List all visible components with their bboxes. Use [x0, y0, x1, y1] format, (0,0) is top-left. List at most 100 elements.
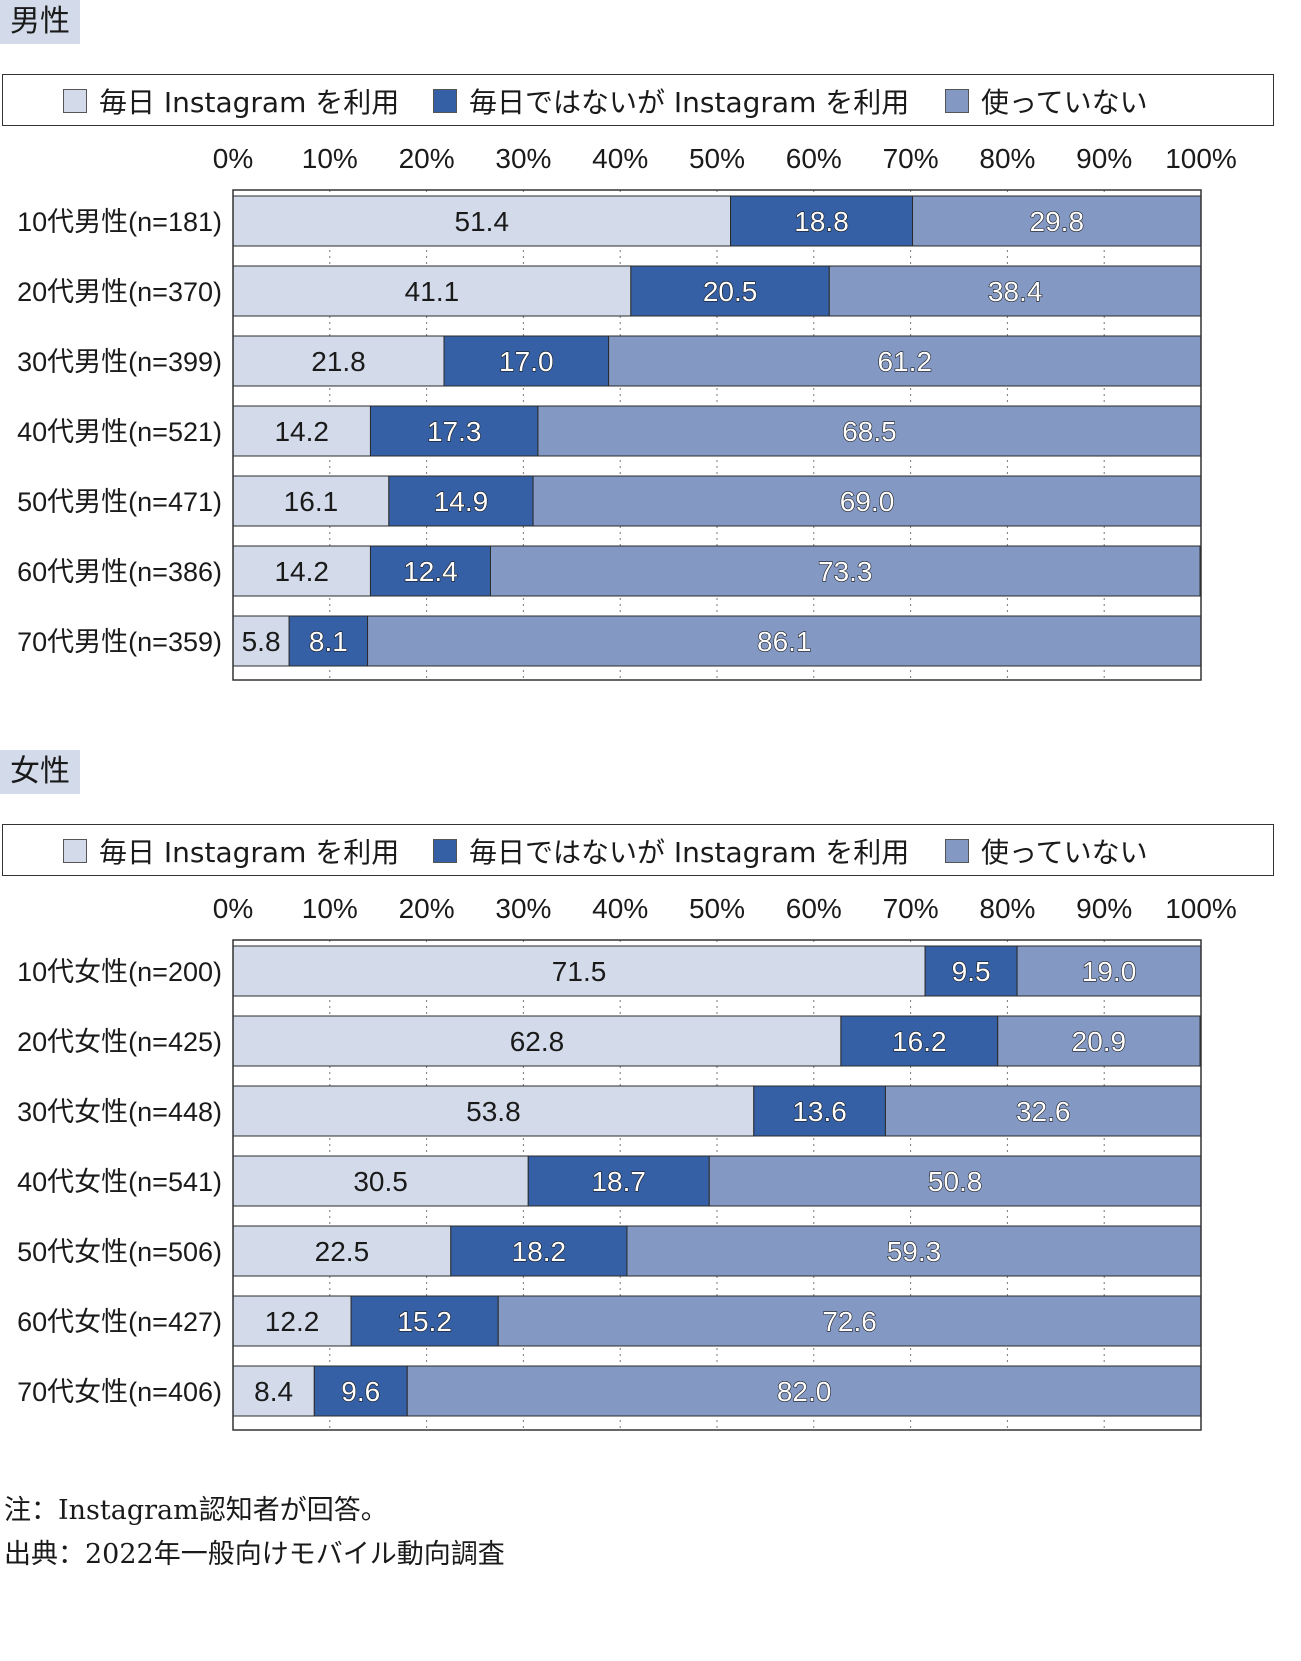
bar-label-not-daily: 16.2: [892, 1026, 947, 1057]
category-label: 20代男性(n=370): [17, 277, 222, 307]
bar-segment-not-daily: [753, 1085, 886, 1137]
legend-label-not-daily: 毎日ではないが Instagram を利用: [469, 86, 910, 119]
bar-segment-daily: [232, 1155, 529, 1207]
bar-label-daily: 53.8: [466, 1096, 521, 1127]
category-label: 60代男性(n=386): [17, 557, 222, 587]
x-tick-label: 50%: [689, 893, 745, 924]
category-label: 10代女性(n=200): [17, 957, 222, 987]
plot-frame: [232, 189, 1202, 681]
bar-label-not-daily: 18.8: [794, 206, 849, 237]
bar-label-daily: 71.5: [552, 956, 607, 987]
bar-label-not-using: 82.0: [777, 1376, 832, 1407]
legend-item-not-using: 使っていない: [945, 75, 1148, 127]
legend-swatch-not-daily: [433, 89, 457, 113]
bar-segment-not-daily: [288, 615, 369, 667]
bar-segment-not-daily: [369, 405, 539, 457]
x-tick-label: 0%: [213, 893, 253, 924]
bar-label-not-using: 72.6: [822, 1306, 877, 1337]
bar-label-not-using: 32.6: [1016, 1096, 1071, 1127]
bar-label-not-using: 86.1: [757, 626, 812, 657]
bar-segment-not-using: [406, 1365, 1202, 1417]
bar-label-not-daily: 18.2: [512, 1236, 567, 1267]
bar-label-daily: 12.2: [265, 1306, 320, 1337]
bar-label-daily: 51.4: [455, 206, 510, 237]
category-label: 60代女性(n=427): [17, 1307, 222, 1337]
bar-label-not-using: 38.4: [988, 276, 1043, 307]
category-label: 70代女性(n=406): [17, 1377, 222, 1407]
x-tick-label: 30%: [495, 143, 551, 174]
bar-segment-not-using: [828, 265, 1202, 317]
bar-label-daily: 30.5: [353, 1166, 408, 1197]
x-tick-label: 20%: [399, 143, 455, 174]
bar-segment-daily: [232, 265, 632, 317]
x-tick-label: 30%: [495, 893, 551, 924]
legend-label-daily: 毎日 Instagram を利用: [99, 836, 400, 869]
x-tick-label: 40%: [592, 893, 648, 924]
bar-label-not-using: 20.9: [1072, 1026, 1127, 1057]
bar-segment-not-daily: [388, 475, 534, 527]
x-tick-label: 70%: [883, 893, 939, 924]
x-tick-label: 10%: [302, 143, 358, 174]
bar-label-daily: 5.8: [242, 626, 281, 657]
x-tick-label: 90%: [1076, 143, 1132, 174]
section-title-male: 男性: [0, 0, 80, 44]
bar-label-not-daily: 8.1: [309, 626, 348, 657]
x-tick-label: 50%: [689, 143, 745, 174]
x-tick-label: 100%: [1165, 143, 1237, 174]
legend-female: 毎日 Instagram を利用 毎日ではないが Instagram を利用 使…: [2, 824, 1274, 876]
legend-item-not-daily: 毎日ではないが Instagram を利用: [433, 75, 909, 127]
bar-label-not-daily: 13.6: [792, 1096, 847, 1127]
category-label: 30代女性(n=448): [17, 1097, 222, 1127]
bar-label-not-daily: 20.5: [703, 276, 758, 307]
bar-label-daily: 41.1: [405, 276, 460, 307]
bar-label-not-using: 59.3: [887, 1236, 942, 1267]
x-tick-label: 20%: [399, 893, 455, 924]
bar-segment-not-daily: [730, 195, 914, 247]
bar-segment-daily: [232, 1085, 755, 1137]
source-text: 出典：2022年一般向けモバイル動向調査: [4, 1539, 505, 1570]
bar-segment-not-daily: [443, 335, 610, 387]
category-label: 20代女性(n=425): [17, 1027, 222, 1057]
bar-label-not-daily: 17.3: [427, 416, 482, 447]
x-tick-label: 80%: [979, 893, 1035, 924]
bar-label-daily: 8.4: [254, 1376, 293, 1407]
bar-segment-not-daily: [350, 1295, 499, 1347]
bar-segment-not-using: [537, 405, 1202, 457]
x-tick-label: 70%: [883, 143, 939, 174]
x-tick-label: 60%: [786, 893, 842, 924]
bar-segment-not-using: [367, 615, 1202, 667]
legend-item-not-using: 使っていない: [945, 825, 1148, 877]
category-label: 40代男性(n=521): [17, 417, 222, 447]
bar-segment-not-using: [708, 1155, 1202, 1207]
section-title-female: 女性: [0, 750, 80, 794]
bar-label-not-daily: 12.4: [403, 556, 458, 587]
bar-segment-daily: [232, 945, 926, 997]
category-label: 70代男性(n=359): [17, 627, 222, 657]
bar-segment-not-using: [626, 1225, 1202, 1277]
legend-label-not-using: 使っていない: [981, 836, 1148, 869]
bar-label-not-daily: 18.7: [591, 1166, 646, 1197]
legend-label-daily: 毎日 Instagram を利用: [99, 86, 400, 119]
bar-segment-not-using: [997, 1015, 1201, 1067]
legend-male: 毎日 Instagram を利用 毎日ではないが Instagram を利用 使…: [2, 74, 1274, 126]
bar-segment-not-using: [1016, 945, 1202, 997]
bar-segment-not-using: [497, 1295, 1202, 1347]
bar-label-not-using: 19.0: [1082, 956, 1137, 987]
legend-label-not-using: 使っていない: [981, 86, 1148, 119]
bar-segment-daily: [232, 1365, 315, 1417]
bar-label-daily: 14.2: [274, 556, 329, 587]
bar-segment-not-using: [489, 545, 1201, 597]
bar-label-not-daily: 17.0: [499, 346, 554, 377]
legend-label-not-daily: 毎日ではないが Instagram を利用: [469, 836, 910, 869]
x-tick-label: 100%: [1165, 893, 1237, 924]
legend-swatch-not-using: [945, 839, 969, 863]
x-tick-label: 80%: [979, 143, 1035, 174]
bar-segment-daily: [232, 1015, 842, 1067]
bar-segment-daily: [232, 1295, 352, 1347]
bar-label-not-using: 68.5: [842, 416, 897, 447]
chart-male: 0% 10% 20% 30% 40% 50% 60% 70% 80% 90% 100% 10代男性(n…: [17, 143, 1237, 681]
x-tick-label: 60%: [786, 143, 842, 174]
legend-swatch-not-daily: [433, 839, 457, 863]
category-label: 50代男性(n=471): [17, 487, 222, 517]
bar-segment-daily: [232, 615, 290, 667]
